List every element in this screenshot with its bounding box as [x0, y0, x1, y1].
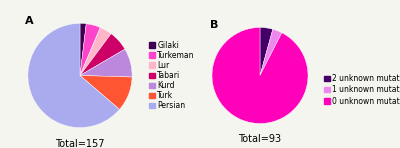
Wedge shape	[260, 29, 282, 75]
Wedge shape	[80, 24, 100, 75]
Wedge shape	[80, 23, 86, 75]
Legend: Gilaki, Turkeman, Lur, Tabari, Kurd, Turk, Persian: Gilaki, Turkeman, Lur, Tabari, Kurd, Tur…	[149, 41, 195, 110]
Text: Total=157: Total=157	[55, 139, 105, 148]
Wedge shape	[80, 34, 125, 75]
Wedge shape	[80, 49, 132, 77]
Wedge shape	[260, 28, 273, 75]
Wedge shape	[80, 28, 111, 75]
Wedge shape	[212, 28, 308, 123]
Wedge shape	[28, 23, 120, 128]
Legend: 2 unknown mutations, 1 unknown mutations, 0 unknown mutations: 2 unknown mutations, 1 unknown mutations…	[324, 74, 400, 106]
Text: A: A	[25, 16, 34, 26]
Text: Total=93: Total=93	[238, 134, 282, 144]
Text: B: B	[210, 20, 218, 30]
Wedge shape	[80, 75, 132, 110]
